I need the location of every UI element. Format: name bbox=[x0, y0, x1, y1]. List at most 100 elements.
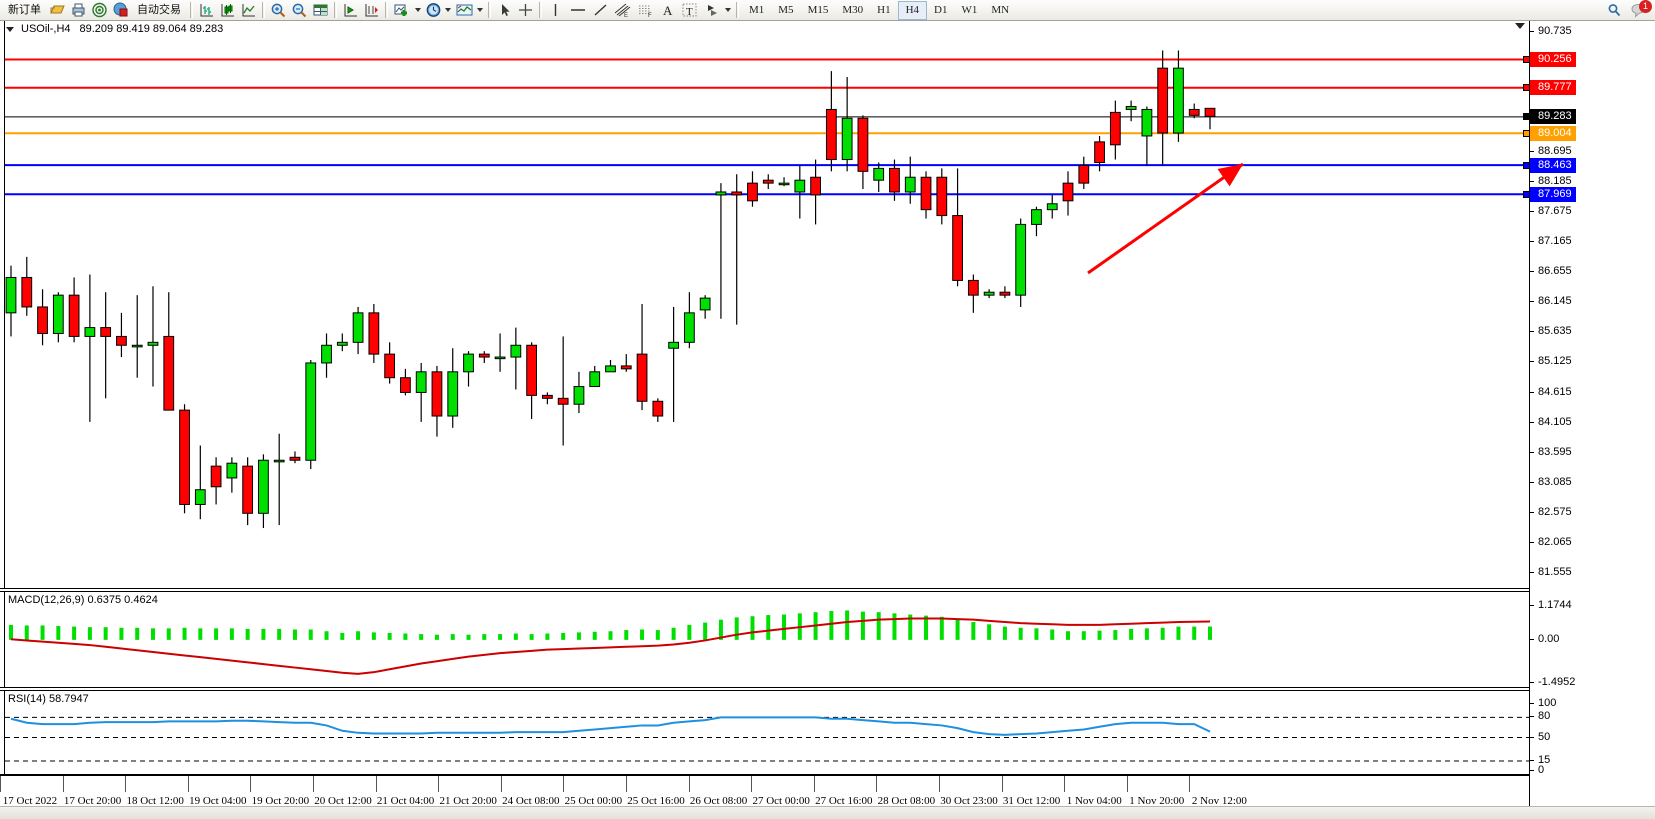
macd-pane[interactable]: MACD(12,26,9) 0.6375 0.4624 bbox=[0, 591, 1529, 688]
price-tick: 85.635 bbox=[1530, 326, 1572, 337]
chart-collapse-caret[interactable] bbox=[1515, 23, 1525, 29]
time-tick bbox=[939, 776, 940, 792]
rsi-pane[interactable]: RSI(14) 58.7947 bbox=[0, 690, 1529, 775]
chevron-down-icon[interactable] bbox=[415, 8, 421, 12]
time-label: 17 Oct 20:00 bbox=[63, 795, 122, 807]
time-tick bbox=[1001, 776, 1003, 792]
candle bbox=[1015, 223, 1027, 296]
timeframe-m15[interactable]: M15 bbox=[807, 4, 829, 16]
rsi-label: RSI(14) 58.7947 bbox=[8, 693, 89, 705]
price-pane[interactable]: USOil-,H4 89.209 89.419 89.064 89.283 bbox=[0, 21, 1529, 589]
vertical-line-icon[interactable] bbox=[545, 1, 566, 20]
candle bbox=[179, 409, 190, 505]
price-tag-value: 89.283 bbox=[1538, 110, 1572, 123]
candle bbox=[715, 191, 727, 196]
status-bar bbox=[0, 806, 1655, 819]
auto-scroll-icon[interactable] bbox=[361, 1, 382, 20]
price-tick: 83.085 bbox=[1530, 476, 1572, 488]
timeframe-m1[interactable]: M1 bbox=[749, 4, 765, 16]
candle bbox=[1188, 108, 1200, 116]
chevron-down-icon[interactable] bbox=[725, 8, 731, 12]
rsi-plot bbox=[5, 716, 1529, 762]
notification-icon[interactable]: 1 bbox=[1627, 0, 1653, 20]
candle bbox=[321, 344, 332, 364]
printer-icon[interactable] bbox=[68, 1, 89, 20]
candle bbox=[920, 176, 932, 211]
timeframe-m30[interactable]: M30 bbox=[842, 4, 864, 16]
text-icon[interactable]: A bbox=[657, 1, 678, 20]
rsi-tick: 0 bbox=[1530, 765, 1544, 776]
text-label-icon[interactable]: T bbox=[678, 1, 701, 20]
grid-icon[interactable] bbox=[310, 1, 331, 20]
chart-menu-caret-icon[interactable] bbox=[6, 26, 14, 32]
broadcast-icon[interactable] bbox=[89, 1, 110, 20]
zoom-in-icon[interactable] bbox=[268, 1, 289, 20]
period-clock-icon[interactable] bbox=[423, 1, 444, 20]
toolbar-separator bbox=[385, 2, 388, 18]
candlestick-chart-icon[interactable] bbox=[217, 1, 238, 20]
new-order-button[interactable]: 新订单 bbox=[8, 3, 41, 16]
expert-advisor-icon[interactable] bbox=[110, 1, 131, 20]
price-tag-resistance-line[interactable]: 90.256 bbox=[1523, 51, 1576, 67]
bar-chart-icon[interactable] bbox=[196, 1, 217, 20]
annotation-bullish-arrow bbox=[1087, 162, 1244, 275]
time-tick bbox=[563, 776, 565, 792]
timeframe-h4[interactable]: H4 bbox=[897, 0, 928, 20]
candle bbox=[1157, 67, 1169, 134]
zoom-out-icon[interactable] bbox=[289, 1, 310, 20]
macd-tick: 0.00 bbox=[1530, 633, 1559, 645]
price-tag-knob bbox=[1523, 129, 1530, 137]
candle bbox=[904, 176, 916, 193]
crosshair-icon[interactable] bbox=[515, 1, 536, 20]
horizontal-line-icon[interactable] bbox=[566, 1, 590, 20]
auto-trading-button[interactable]: 自动交易 bbox=[137, 3, 181, 16]
timeframe-w1[interactable]: W1 bbox=[961, 4, 978, 16]
line-chart-icon[interactable] bbox=[238, 1, 259, 20]
candle bbox=[636, 353, 648, 402]
timeframe-mn[interactable]: MN bbox=[991, 4, 1010, 16]
price-tag-pivot-line[interactable]: 89.004 bbox=[1523, 125, 1576, 141]
price-tick: 82.065 bbox=[1530, 536, 1572, 548]
time-tick bbox=[187, 776, 189, 792]
candle bbox=[163, 335, 175, 411]
price-tag-last-price[interactable]: 89.283 bbox=[1523, 109, 1576, 125]
price-tag-resistance-line[interactable]: 89.777 bbox=[1523, 80, 1576, 96]
candle bbox=[952, 215, 963, 281]
folder-icon[interactable] bbox=[47, 1, 68, 20]
price-tag-support-line[interactable]: 87.969 bbox=[1523, 186, 1576, 202]
candle bbox=[494, 356, 506, 360]
price-axis[interactable]: 90.735 88.695 88.185 87.675 87.165 86.655 86.1… bbox=[1523, 21, 1655, 819]
timeframe-d1[interactable]: D1 bbox=[934, 4, 948, 16]
candle bbox=[526, 344, 538, 396]
candle bbox=[683, 312, 695, 343]
timeframe-m5[interactable]: M5 bbox=[778, 4, 794, 16]
fibonacci-icon[interactable]: F bbox=[634, 1, 657, 20]
notification-badge: 1 bbox=[1639, 0, 1652, 13]
toolbar-separator bbox=[488, 2, 491, 18]
time-label: 26 Oct 08:00 bbox=[689, 795, 748, 807]
time-label: 19 Oct 20:00 bbox=[251, 795, 310, 807]
timeframe-h1[interactable]: H1 bbox=[877, 4, 891, 16]
candle bbox=[478, 353, 490, 358]
price-tick: 82.575 bbox=[1530, 506, 1572, 518]
add-indicator-icon[interactable] bbox=[391, 1, 414, 20]
trendline-icon[interactable] bbox=[590, 1, 611, 20]
candle bbox=[873, 167, 885, 181]
templates-icon[interactable] bbox=[453, 1, 476, 20]
candle bbox=[258, 459, 269, 514]
price-tag-support-line[interactable]: 88.463 bbox=[1523, 157, 1576, 173]
time-tick bbox=[313, 776, 314, 792]
chevron-down-icon[interactable] bbox=[477, 8, 483, 12]
candle bbox=[400, 377, 411, 393]
chart-area[interactable]: USOil-,H4 89.209 89.419 89.064 89.283 MA… bbox=[0, 21, 1655, 819]
price-tick: 83.595 bbox=[1530, 446, 1572, 458]
candle bbox=[273, 459, 285, 463]
equidistant-channel-icon[interactable]: E bbox=[611, 1, 634, 20]
time-tick bbox=[876, 776, 878, 792]
candle bbox=[652, 400, 664, 417]
chevron-down-icon[interactable] bbox=[445, 8, 451, 12]
cursor-icon[interactable] bbox=[494, 1, 515, 20]
chart-shift-icon[interactable] bbox=[340, 1, 361, 20]
search-icon[interactable] bbox=[1603, 1, 1627, 20]
shapes-icon[interactable] bbox=[701, 1, 724, 20]
